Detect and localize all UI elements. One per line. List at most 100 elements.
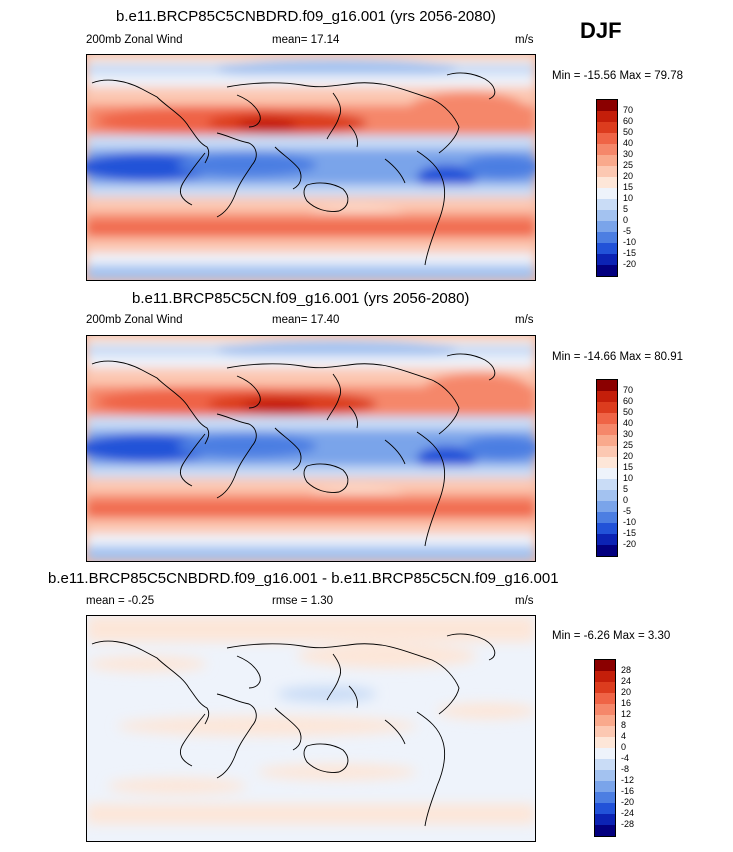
season-label: DJF — [580, 18, 622, 43]
colorbar-tick-label: 0 — [621, 742, 627, 752]
colorbar-swatch — [595, 693, 615, 704]
colorbar-tick-label: 28 — [621, 665, 632, 675]
colorbar-swatch — [597, 457, 617, 468]
colorbar-swatch — [597, 534, 617, 545]
colorbar-tick-label: 70 — [623, 105, 634, 115]
colorbar-tick-label: 25 — [623, 160, 634, 170]
colorbar-swatch — [597, 523, 617, 534]
colorbar-swatch — [597, 380, 617, 391]
colorbar-swatch — [595, 748, 615, 759]
colorbar-tick-label: 15 — [623, 182, 634, 192]
colorbar-tick-label: 70 — [623, 385, 634, 395]
colorbar-swatch — [597, 468, 617, 479]
colorbar-swatch — [597, 177, 617, 188]
panel-3-title: b.e11.BRCP85C5CNBDRD.f09_g16.001 - b.e11… — [48, 570, 559, 587]
colorbar-swatch — [597, 435, 617, 446]
panel-3-map — [86, 615, 536, 842]
colorbar-tick-label: -8 — [621, 764, 630, 774]
colorbar-tick-label: -10 — [623, 237, 637, 247]
colorbar-tick-label: -20 — [623, 539, 637, 549]
colorbar-swatch — [595, 781, 615, 792]
panel-1-map — [86, 54, 536, 281]
colorbar-swatch — [595, 825, 615, 836]
colorbar-swatch — [597, 479, 617, 490]
colorbar-tick-label: -5 — [623, 506, 632, 516]
colorbar-swatch — [595, 704, 615, 715]
colorbar-swatch — [597, 512, 617, 523]
colorbar-tick-label: -28 — [621, 819, 635, 829]
panel-2-minmax: Min = -14.66 Max = 80.91 — [552, 351, 684, 363]
panel-1-mean-label: mean= 17.14 — [272, 34, 340, 46]
panel-2-variable-label: 200mb Zonal Wind — [86, 314, 183, 326]
colorbar-tick-label: 4 — [621, 731, 627, 741]
colorbar-swatch — [597, 133, 617, 144]
colorbar-tick-label: 30 — [623, 429, 634, 439]
colorbar-tick-label: 30 — [623, 149, 634, 159]
panel-3-units: m/s — [515, 595, 534, 607]
colorbar-swatch — [597, 166, 617, 177]
colorbar-tick-label: -4 — [621, 753, 630, 763]
colorbar-swatch — [595, 792, 615, 803]
colorbar-swatch — [595, 671, 615, 682]
colorbar-swatch — [595, 660, 615, 671]
colorbar-swatch — [597, 413, 617, 424]
colorbar-tick-label: 5 — [623, 204, 629, 214]
colorbar-swatch — [597, 402, 617, 413]
colorbar-tick-label: 0 — [623, 495, 629, 505]
colorbar-swatch — [597, 446, 617, 457]
colorbar-tick-label: 10 — [623, 193, 634, 203]
colorbar-tick-label: -24 — [621, 808, 635, 818]
colorbar-tick-label: 20 — [623, 451, 634, 461]
colorbar-tick-label: -15 — [623, 528, 637, 538]
colorbar-tick-label: -20 — [623, 259, 637, 269]
colorbar-swatch — [597, 100, 617, 111]
panel-3-mean-label: mean = -0.25 — [86, 595, 155, 607]
colorbar-tick-label: 60 — [623, 116, 634, 126]
colorbar-tick-label: 25 — [623, 440, 634, 450]
colorbar-tick-label: 40 — [623, 418, 634, 428]
colorbar-swatch — [597, 243, 617, 254]
panel-2-title: b.e11.BRCP85C5CN.f09_g16.001 (yrs 2056-2… — [132, 290, 470, 307]
colorbar-swatch — [595, 715, 615, 726]
colorbar-tick-label: 8 — [621, 720, 627, 730]
colorbar-tick-label: -5 — [623, 226, 632, 236]
colorbar-swatch — [595, 759, 615, 770]
colorbar-swatch — [597, 391, 617, 402]
colorbar-tick-label: -12 — [621, 775, 635, 785]
panel-3-rmse-label: rmse = 1.30 — [272, 595, 334, 607]
colorbar-swatch — [597, 424, 617, 435]
panel-1-units: m/s — [515, 34, 534, 46]
panel-2-colorbar — [596, 379, 618, 557]
colorbar-swatch — [595, 770, 615, 781]
colorbar-swatch — [597, 490, 617, 501]
panel-1-colorbar — [596, 99, 618, 277]
colorbar-tick-label: 20 — [623, 171, 634, 181]
panel-2-map — [86, 335, 536, 562]
colorbar-tick-label: 50 — [623, 127, 634, 137]
colorbar-tick-label: 15 — [623, 462, 634, 472]
panel-2-mean-label: mean= 17.40 — [272, 314, 340, 326]
colorbar-tick-label: -15 — [623, 248, 637, 258]
colorbar-swatch — [597, 232, 617, 243]
colorbar-swatch — [597, 155, 617, 166]
colorbar-swatch — [595, 737, 615, 748]
colorbar-swatch — [595, 803, 615, 814]
colorbar-tick-label: -10 — [623, 517, 637, 527]
colorbar-tick-label: 10 — [623, 473, 634, 483]
colorbar-swatch — [597, 265, 617, 276]
panel-3-colorbar — [594, 659, 616, 837]
colorbar-tick-label: 24 — [621, 676, 632, 686]
colorbar-tick-label: -20 — [621, 797, 635, 807]
colorbar-swatch — [597, 199, 617, 210]
panel-1-minmax: Min = -15.56 Max = 79.78 — [552, 70, 684, 82]
colorbar-swatch — [595, 726, 615, 737]
colorbar-tick-label: 40 — [623, 138, 634, 148]
colorbar-tick-label: 0 — [623, 215, 629, 225]
colorbar-tick-label: -16 — [621, 786, 635, 796]
colorbar-tick-label: 12 — [621, 709, 632, 719]
panel-1-variable-label: 200mb Zonal Wind — [86, 34, 183, 46]
colorbar-swatch — [597, 188, 617, 199]
colorbar-swatch — [597, 221, 617, 232]
colorbar-swatch — [597, 501, 617, 512]
colorbar-swatch — [595, 814, 615, 825]
